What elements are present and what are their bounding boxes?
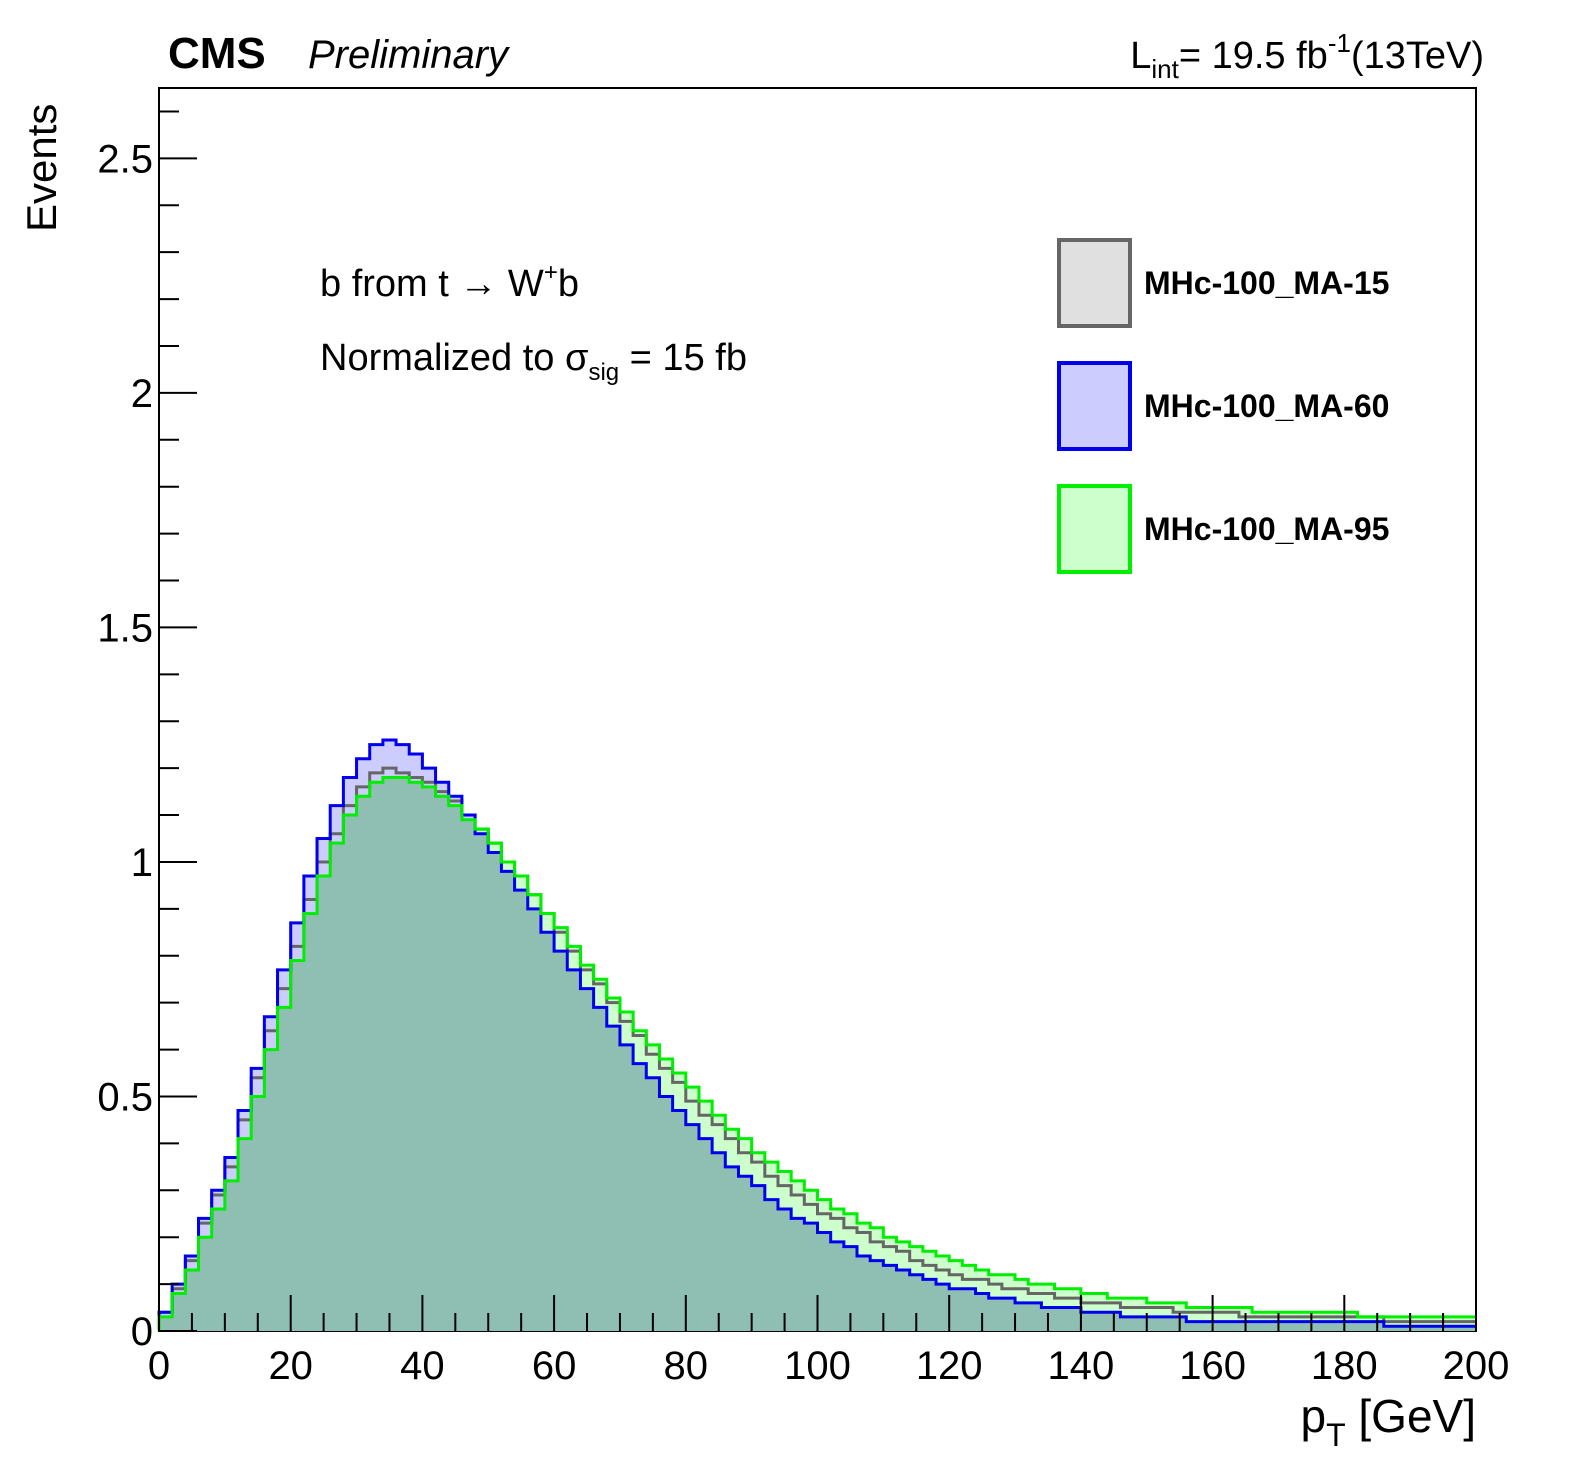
x-tick-label: 160 xyxy=(1179,1344,1246,1388)
x-axis-title-sub: T xyxy=(1326,1417,1346,1453)
y-tick-label: 2 xyxy=(131,372,153,416)
histogram-line-mhc-100_ma-95 xyxy=(157,776,1476,1331)
x-axis-ticks xyxy=(158,1295,1477,1331)
x-axis-title-p: p xyxy=(1300,1390,1326,1442)
process-annotation-mid: W xyxy=(497,263,544,305)
histogram-series xyxy=(157,738,1476,1331)
normalization-annotation: Normalized to σsig = 15 fb xyxy=(320,337,747,386)
y-tick-label: 1 xyxy=(131,841,153,885)
y-axis-tick-labels: 0 0.5 1 1.5 2 2.5 xyxy=(97,137,153,1354)
arrow-symbol: → xyxy=(459,263,497,305)
sigma-subscript: sig xyxy=(588,359,619,386)
normalization-pre: Normalized to xyxy=(320,337,565,379)
x-tick-label: 40 xyxy=(400,1344,445,1388)
process-annotation-sup: + xyxy=(544,259,558,286)
x-tick-label: 100 xyxy=(784,1344,851,1388)
process-annotation-pre: b from t xyxy=(320,263,459,305)
energy-label: (13TeV) xyxy=(1351,35,1484,77)
legend-label-ma15: MHc-100_MA-15 xyxy=(1144,265,1389,301)
y-axis-ticks xyxy=(159,110,197,1332)
lumi-prefix: L xyxy=(1130,35,1151,77)
status-label: Preliminary xyxy=(308,33,511,77)
y-tick-label: 2.5 xyxy=(97,137,153,181)
normalization-post: = 15 fb xyxy=(619,337,747,379)
y-tick-label: 0.5 xyxy=(97,1075,153,1119)
x-tick-label: 120 xyxy=(916,1344,983,1388)
process-annotation: b from t → W+b xyxy=(320,259,579,305)
x-tick-label: 20 xyxy=(268,1344,313,1388)
x-axis-title-unit: [GeV] xyxy=(1346,1390,1476,1442)
legend: MHc-100_MA-15 MHc-100_MA-60 MHc-100_MA-9… xyxy=(1057,238,1389,574)
x-axis-tick-labels: 0 20 40 60 80 100 120 140 160 180 200 xyxy=(148,1344,1510,1388)
lumi-label: Lint= 19.5 fb-1(13TeV) xyxy=(1130,28,1484,84)
lumi-value: = 19.5 fb xyxy=(1179,35,1328,77)
lumi-subscript: int xyxy=(1151,54,1179,84)
legend-swatch-ma15 xyxy=(1057,238,1132,328)
histogram-line-mhc-100_ma-60 xyxy=(157,738,1476,1331)
experiment-label: CMS xyxy=(168,29,266,78)
y-tick-label: 0 xyxy=(131,1310,153,1354)
legend-swatch-ma60 xyxy=(1057,361,1132,451)
y-tick-label: 1.5 xyxy=(97,606,153,650)
x-tick-label: 60 xyxy=(532,1344,577,1388)
x-axis-title: pT [GeV] xyxy=(1300,1390,1476,1453)
legend-label-ma95: MHc-100_MA-95 xyxy=(1144,511,1389,547)
x-tick-label: 140 xyxy=(1048,1344,1115,1388)
process-annotation-post: b xyxy=(558,263,579,305)
sigma-symbol: σ xyxy=(565,337,588,379)
x-tick-label: 180 xyxy=(1311,1344,1378,1388)
y-axis-title: Events xyxy=(18,104,65,232)
x-tick-label: 80 xyxy=(664,1344,709,1388)
histogram-overlap-fill xyxy=(159,777,1476,1331)
x-tick-label: 200 xyxy=(1443,1344,1510,1388)
lumi-superscript: -1 xyxy=(1328,28,1351,58)
legend-label-ma60: MHc-100_MA-60 xyxy=(1144,388,1389,424)
legend-swatch-ma95 xyxy=(1057,484,1132,574)
x-tick-label: 0 xyxy=(148,1344,170,1388)
